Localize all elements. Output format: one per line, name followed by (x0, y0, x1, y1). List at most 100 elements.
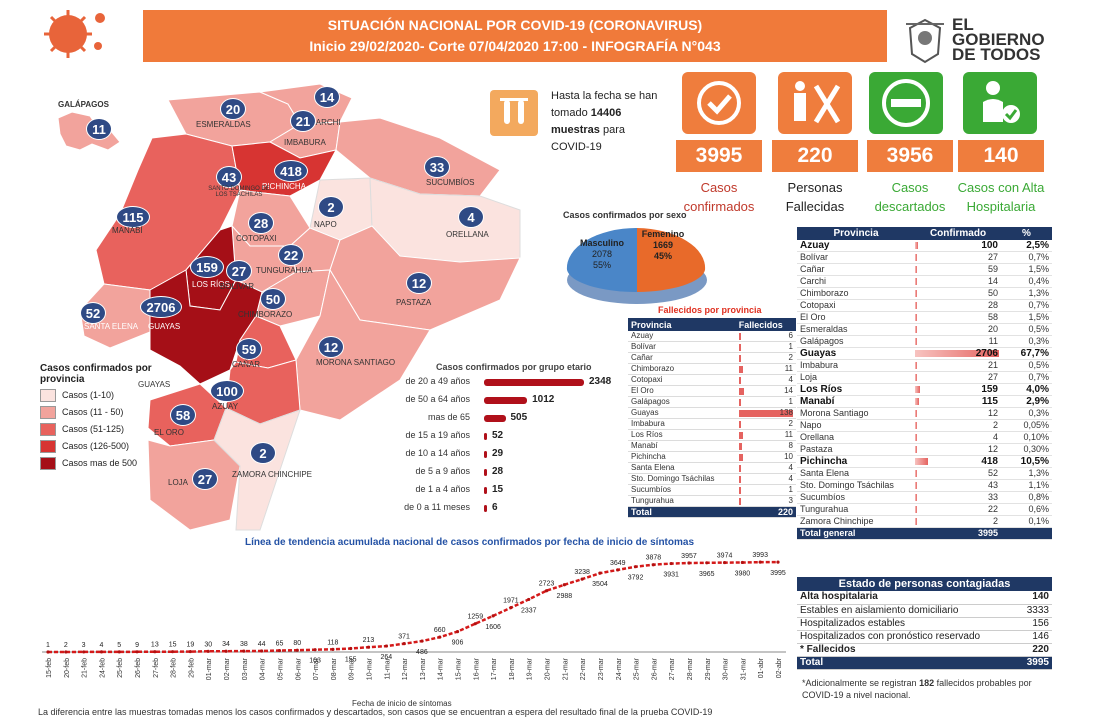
confirmed-province: Morona Santiago (797, 407, 915, 421)
trend-data-label: 19 (187, 642, 195, 649)
deaths-row: Galápagos 1 (628, 396, 796, 409)
trend-data-label: 2337 (521, 607, 537, 614)
confirmed-table: Provincia Confirmado % Azuay 100 2,5% Bolív… (797, 227, 1052, 541)
deaths-row: Manabí 8 (628, 440, 796, 453)
age-group-label: mas de 65 (427, 412, 470, 422)
deaths-province: Los Ríos (628, 429, 736, 442)
person-check-icon (963, 72, 1037, 134)
gov-logo-line2: GOBIERNO (952, 30, 1045, 49)
age-group-label: de 50 a 64 años (405, 394, 470, 404)
confirmed-row: Los Ríos 159 4,0% (797, 383, 1052, 397)
deaths-label: Personas Fallecidas (772, 178, 858, 216)
province-label: LOJA (168, 478, 189, 487)
province-count-bubble: 43 (216, 166, 242, 188)
deaths-total: 220 (735, 506, 796, 519)
trend-point (687, 561, 691, 565)
confirmed-pct: 0,8% (1001, 491, 1052, 505)
confirmed-bar (915, 458, 928, 466)
discarded-label-2: descartados (874, 199, 946, 214)
province-count-bubble: 59 (236, 338, 262, 360)
status-row: Hospitalizados con pronóstico reservado 1… (797, 630, 1052, 644)
age-value: 15 (492, 484, 504, 495)
deaths-value: 14 (784, 386, 793, 396)
age-group-label: de 1 a 4 años (415, 484, 470, 494)
deaths-province: Azuay (628, 331, 736, 343)
trend-data-label: 1971 (503, 598, 519, 605)
deaths-value: 4 (788, 463, 793, 473)
deaths-province: Sucumbíos (628, 484, 736, 497)
confirmed-row: Napo 2 0,05% (797, 419, 1052, 433)
confirmed-bar (915, 422, 917, 430)
confirmed-row: Cañar 59 1,5% (797, 263, 1052, 277)
confirmed-bar (915, 350, 999, 358)
confirmed-row: Tungurahua 22 0,6% (797, 503, 1052, 517)
deaths-value-cell: 14 (735, 385, 796, 398)
trend-data-label: 3504 (592, 581, 608, 588)
trend-x-tick-label: 19-mar (527, 657, 534, 680)
confirmed-value: 4 (992, 432, 998, 443)
confirmed-row: Zamora Chinchipe 2 0,1% (797, 515, 1052, 529)
province-label: COTOPAXI (236, 234, 277, 243)
legend-item: Casos (11 - 50) (40, 405, 170, 419)
trend-data-label: 30 (204, 641, 212, 648)
confirmed-value: 418 (981, 456, 998, 468)
trend-point (420, 639, 424, 643)
deaths-bar (738, 487, 741, 495)
age-value: 28 (492, 466, 504, 477)
confirmed-bar (915, 362, 917, 370)
deaths-row: Chimborazo 11 (628, 363, 796, 376)
confirmed-province: Cañar (797, 263, 915, 277)
confirmed-value-cell: 21 (915, 359, 1001, 373)
confirmed-bar (915, 326, 917, 334)
checkmark-icon (682, 72, 756, 134)
confirmed-value: 50 (987, 288, 998, 299)
trend-x-tick-label: 13-mar (420, 657, 427, 680)
province-zamora-chinchipe (213, 407, 301, 531)
province-count-bubble: 58 (170, 404, 196, 426)
confirmed-province: Los Ríos (797, 383, 915, 397)
deaths-bar (738, 498, 741, 506)
status-label: Estables en aislamiento domiciliario (797, 604, 1019, 618)
deaths-value: 4 (788, 474, 793, 484)
trend-x-tick-label: 17-mar (491, 657, 498, 680)
trend-data-label: 2 (64, 642, 68, 649)
conf-total: 3995 (915, 527, 1001, 541)
age-value: 52 (492, 430, 504, 441)
confirmed-bar (915, 446, 917, 454)
coat-of-arms-icon (906, 18, 944, 64)
confirmed-row: Chimborazo 50 1,3% (797, 287, 1052, 301)
province-label: BOLÍVAR (220, 282, 255, 291)
confirmed-bar (915, 242, 919, 249)
status-row: Alta hospitalaria 140 (797, 591, 1052, 605)
samples-pre: Hasta la fecha se han tomado (551, 90, 658, 119)
confirmed-row: Pichincha 418 10,5% (797, 455, 1052, 469)
confirmed-row: Orellana 4 0,10% (797, 431, 1052, 445)
legend-label: Casos (1-10) (62, 390, 115, 400)
trend-point (331, 647, 335, 651)
confirmed-value: 2 (992, 516, 998, 527)
header-banner: SITUACIÓN NACIONAL POR COVID-19 (CORONAV… (143, 10, 887, 62)
deaths-province: El Oro (628, 385, 736, 398)
deaths-value-cell: 11 (735, 429, 796, 442)
confirmed-value-cell: 100 (915, 240, 1001, 253)
trend-data-label: 1259 (468, 614, 484, 621)
deaths-value: 1 (788, 342, 793, 352)
confirmed-pct: 1,3% (1001, 467, 1052, 481)
legend-label: Casos (126-500) (62, 441, 130, 451)
trend-data-label: 2988 (557, 593, 573, 600)
trend-point (616, 568, 620, 572)
age-bar (484, 433, 487, 440)
province-count-bubble: 50 (260, 288, 286, 310)
confirmed-value: 58 (987, 312, 998, 323)
trend-x-tick-label: 27-mar (669, 657, 676, 680)
trend-point (82, 650, 86, 654)
deaths-total-label: Total (628, 506, 736, 519)
deaths-bar (738, 344, 741, 352)
trend-data-label: 3993 (752, 552, 768, 559)
age-group-label: de 20 a 49 años (405, 376, 470, 386)
confirmed-value-cell: 28 (915, 299, 1001, 313)
trend-line-chart: 1 15-feb 2 20-feb 3 21-feb 4 24-feb 5 25-feb 9 26-f… (42, 552, 786, 680)
confirmed-province: Sucumbíos (797, 491, 915, 505)
trend-point (669, 561, 673, 566)
trend-x-tick-label: 07-mar (313, 657, 320, 680)
